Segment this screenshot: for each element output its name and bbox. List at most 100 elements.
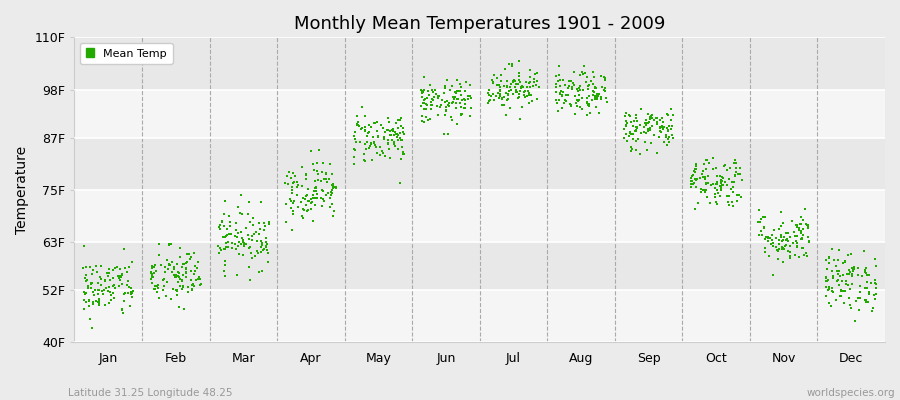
Point [326,185,340,191]
Point [502,61,517,67]
Point [530,70,544,76]
Point [719,182,733,188]
Point [397,131,411,137]
Point [688,169,702,175]
Point [821,287,835,294]
Point [175,286,189,292]
Point [296,206,310,212]
Point [417,86,431,93]
Point [217,273,231,279]
Point [773,234,788,240]
Point [794,230,808,236]
Point [842,271,857,278]
Point [110,263,124,270]
Point [733,171,747,178]
Point [92,299,106,306]
Point [325,190,339,196]
Point [310,160,324,166]
Point [295,212,310,219]
Point [664,126,679,132]
Point [112,277,127,283]
Point [708,194,723,200]
Point [354,126,368,132]
Point [572,104,587,110]
Point [442,103,456,110]
Point [759,234,773,240]
Point [800,234,814,240]
Point [491,95,506,101]
Point [453,100,467,106]
Point [640,147,654,153]
Point [557,100,572,106]
Point [221,230,236,237]
Point [598,86,612,93]
Point [299,202,313,208]
Point [260,247,274,253]
Point [229,226,243,233]
Point [549,73,563,80]
Point [326,183,340,190]
Point [790,243,805,250]
Point [234,241,248,248]
Point [792,253,806,260]
Point [378,153,392,160]
Point [761,234,776,241]
Point [833,288,848,294]
Point [778,242,793,248]
Point [553,77,567,84]
Point [701,179,716,186]
Point [550,99,564,106]
Point [623,128,637,135]
Point [590,92,605,99]
Point [421,88,436,94]
Point [618,122,633,128]
Point [824,288,839,294]
Point [846,267,860,274]
Point [499,90,513,96]
Point [499,66,513,72]
Point [458,97,473,104]
Point [665,132,680,138]
Point [169,286,184,293]
Point [246,222,260,228]
Point [626,123,641,129]
Point [304,200,319,206]
Point [279,218,293,225]
Point [652,134,667,141]
Point [523,74,537,80]
Point [588,84,602,91]
Point [576,62,590,69]
Point [637,124,652,131]
Point [497,94,511,100]
Point [575,68,590,75]
Point [77,297,92,303]
Point [819,274,833,280]
Point [97,278,112,284]
Point [823,260,837,266]
Point [687,168,701,174]
Point [868,291,883,297]
Point [151,241,166,248]
Point [76,265,90,271]
Point [122,303,137,310]
Point [192,274,206,280]
Point [125,259,140,265]
Point [526,82,540,89]
Point [319,170,333,176]
Point [795,235,809,241]
Point [626,131,640,138]
Point [518,78,533,85]
Point [832,282,846,288]
Point [382,155,397,161]
Point [259,243,274,249]
Point [236,237,250,243]
Point [171,272,185,279]
Point [686,181,700,187]
Point [148,286,162,292]
Point [709,181,724,188]
Point [522,80,536,86]
Point [94,276,108,282]
Point [586,88,600,94]
Point [796,232,810,238]
Point [554,92,569,98]
